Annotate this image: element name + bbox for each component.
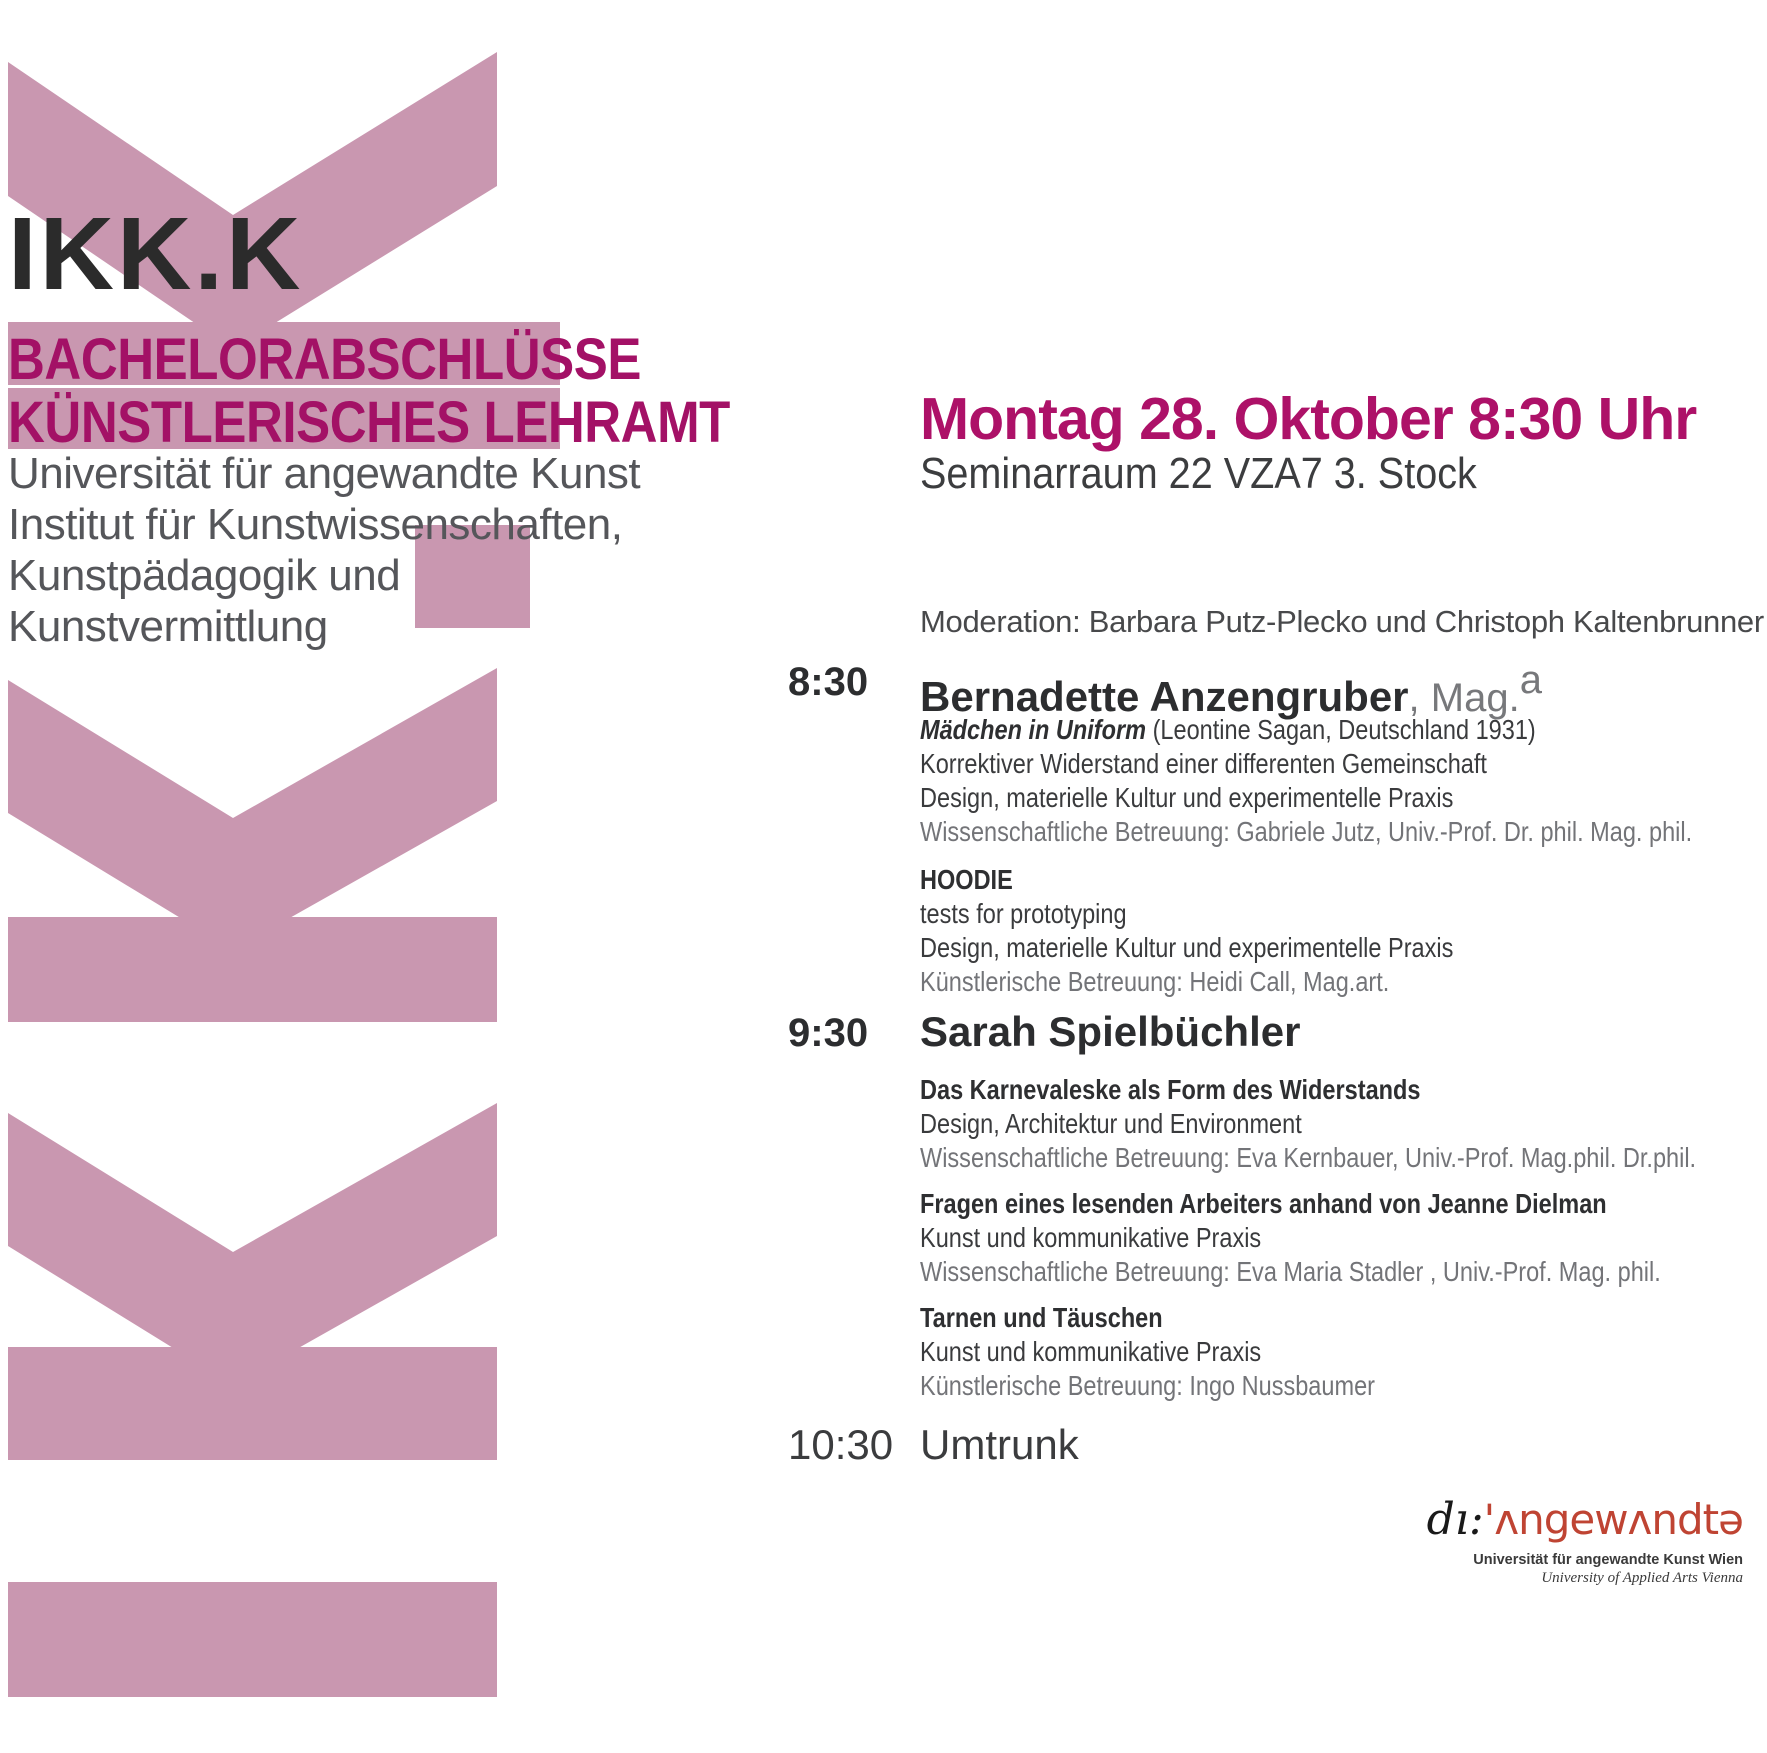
ikk-period-square [415, 525, 530, 628]
work3-title: Das Karnevaleske als Form des Widerstand… [920, 1074, 1421, 1105]
logo-ipa-main: 'ʌngewʌndtə [1483, 1495, 1744, 1544]
slot3-label: Umtrunk [920, 1421, 1079, 1468]
ikk-chevron-middle [8, 668, 497, 950]
ikk-chevron-lower [8, 1103, 497, 1385]
work2-supervision: Künstlerische Betreuung: Heidi Call, Mag… [920, 966, 1390, 997]
work4-supervision: Wissenschaftliche Betreuung: Eva Maria S… [920, 1256, 1661, 1287]
work2-line1: tests for prototyping [920, 898, 1127, 929]
logo-subtitle-en: University of Applied Arts Vienna [1541, 1570, 1743, 1587]
headline-highlight-band-1 [8, 322, 560, 385]
headline-line2: KÜNSTLERISCHES LEHRAMT [8, 390, 730, 455]
speaker-degree: , Mag. [1408, 676, 1520, 720]
logo-ipa-prefix: dı: [1426, 1494, 1484, 1545]
ikk-bar-middle [8, 917, 497, 1022]
event-location: Seminarraum 22 VZA7 3. Stock [920, 449, 1477, 498]
work5-title: Tarnen und Täuschen [920, 1302, 1163, 1333]
work1-title-line: Mädchen in Uniform (Leontine Sagan, Deut… [920, 716, 1536, 744]
work4-title: Fragen eines lesenden Arbeiters anhand v… [920, 1188, 1607, 1219]
logo-wordmark: dı:'ʌngewʌndtə [1427, 1495, 1744, 1544]
org-line-3: Kunstpädagogik und [8, 551, 401, 600]
work2-title: HOODIE [920, 864, 1013, 895]
headline-line1: BACHELORABSCHLÜSSE [8, 327, 641, 392]
university-logo: dı:'ʌngewʌndtə Universität für angewandt… [1427, 1495, 1744, 1588]
work5-line1: Kunst und kommunikative Praxis [920, 1336, 1262, 1367]
slot3-time: 10:30 [788, 1421, 894, 1468]
org-line-4: Kunstvermittlung [8, 602, 328, 651]
work5-supervision: Künstlerische Betreuung: Ingo Nussbaumer [920, 1370, 1375, 1401]
event-date: Montag 28. Oktober 8:30 Uhr [920, 386, 1697, 452]
slot2-speaker: Sarah Spielbüchler [920, 1008, 1301, 1055]
work2-line2: Design, materielle Kultur und experiment… [920, 932, 1454, 963]
logo-subtitle-de: Universität für angewandte Kunst Wien [1473, 1552, 1743, 1568]
institute-acronym: IKK.K [8, 196, 304, 311]
speaker-degree-sup: a [1519, 658, 1542, 702]
slot2-time: 9:30 [788, 1011, 869, 1055]
headline-highlight-band-2 [8, 388, 560, 449]
work3-line1: Design, Architektur und Environment [920, 1108, 1302, 1139]
work1-title: Mädchen in Uniform [920, 714, 1147, 745]
work3-supervision: Wissenschaftliche Betreuung: Eva Kernbau… [920, 1142, 1697, 1173]
work1-supervision: Wissenschaftliche Betreuung: Gabriele Ju… [920, 816, 1693, 847]
org-line-2: Institut für Kunstwissenschaften, [8, 500, 623, 549]
work1-title-rest: (Leontine Sagan, Deutschland 1931) [1146, 714, 1536, 745]
moderation-line: Moderation: Barbara Putz-Plecko und Chri… [920, 604, 1764, 639]
ikk-bar-lower [8, 1347, 497, 1460]
ikk-chevron-top [8, 52, 497, 349]
org-line-1: Universität für angewandte Kunst [8, 449, 641, 498]
speaker-name: Bernadette Anzengruber [920, 673, 1409, 720]
work1-line1: Korrektiver Widerstand einer differenten… [920, 748, 1487, 779]
work1-line2: Design, materielle Kultur und experiment… [920, 782, 1454, 813]
slot1-time: 8:30 [788, 660, 869, 704]
work4-line1: Kunst und kommunikative Praxis [920, 1222, 1262, 1253]
ikk-bottom-bar [8, 1582, 497, 1697]
slot1-speaker: Bernadette Anzengruber, Mag.a [920, 660, 1542, 718]
